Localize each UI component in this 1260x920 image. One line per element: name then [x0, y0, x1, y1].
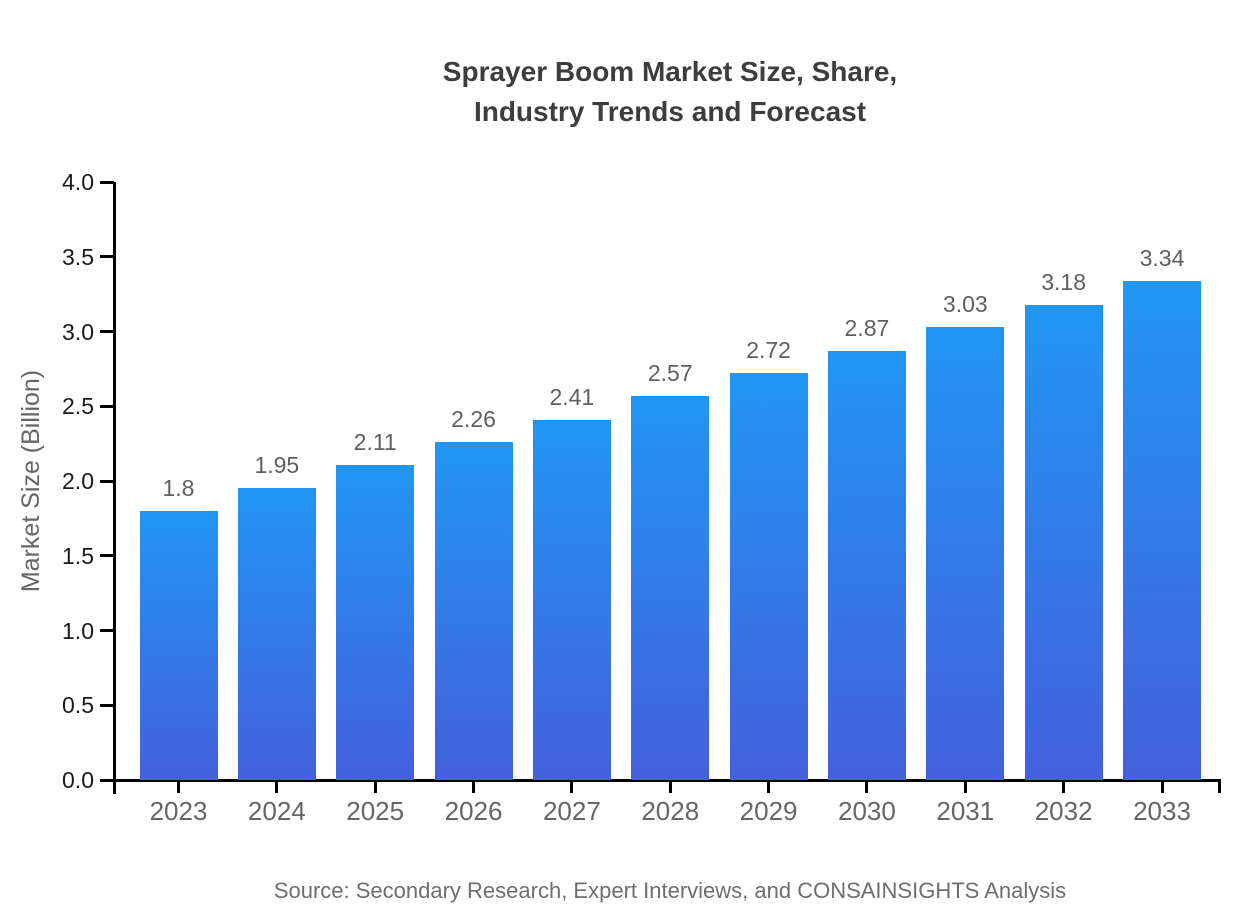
bar-2033	[1123, 280, 1201, 780]
bar-2031	[926, 327, 1005, 780]
x-tick-mark	[570, 780, 574, 793]
y-tick-mark	[100, 778, 114, 782]
y-tick-label: 1.0	[62, 617, 94, 644]
bar-value-label: 1.8	[162, 474, 195, 501]
x-tick-label: 2024	[247, 796, 306, 826]
y-tick-label: 3.5	[62, 243, 94, 270]
y-axis-title: Market Size (Billion)	[17, 369, 45, 593]
x-axis-end-tick	[1218, 780, 1221, 793]
x-tick-mark	[1160, 780, 1164, 793]
bar-value-label: 3.18	[1041, 268, 1087, 295]
x-tick-mark	[1062, 780, 1066, 793]
bar-2025	[336, 464, 415, 780]
bar-value-label: 2.87	[844, 314, 890, 341]
y-tick-mark	[100, 479, 114, 483]
x-tick-mark	[472, 780, 476, 793]
bar-value-label: 3.03	[942, 291, 988, 317]
x-tick-label: 2026	[444, 796, 503, 826]
y-axis-line	[112, 182, 116, 794]
bar-2029	[729, 373, 808, 780]
x-tick-label: 2025	[346, 796, 405, 826]
y-tick-label: 1.5	[62, 542, 94, 569]
chart-title: Sprayer Boom Market Size, Share, Industr…	[442, 56, 898, 127]
y-tick-mark	[100, 629, 114, 632]
y-tick-label: 3.0	[62, 318, 94, 345]
bar-2026	[434, 442, 513, 780]
x-tick-label: 2032	[1034, 796, 1093, 826]
x-tick-label: 2033	[1133, 796, 1191, 826]
x-tick-mark	[177, 780, 180, 793]
y-tick-label: 2.5	[62, 393, 94, 420]
y-tick-mark	[100, 180, 114, 184]
bar-value-label: 2.11	[353, 428, 397, 455]
x-tick-label: 2028	[641, 796, 700, 826]
bar-2023	[139, 510, 218, 780]
x-tick-label: 2029	[739, 796, 798, 826]
bar-2030	[827, 350, 906, 780]
x-tick-mark	[963, 780, 967, 793]
y-tick-mark	[100, 703, 114, 707]
source-note: Source: Secondary Research, Expert Inter…	[273, 878, 1067, 903]
x-tick-label: 2031	[936, 796, 995, 826]
bar-value-label: 2.57	[647, 359, 693, 386]
y-tick-mark	[100, 255, 114, 259]
x-tick-mark	[373, 780, 377, 793]
x-tick-mark	[668, 780, 672, 793]
bar-value-label: 2.26	[451, 406, 496, 433]
y-tick-label: 2.0	[62, 468, 94, 494]
y-tick-label: 4.0	[62, 169, 94, 195]
x-tick-mark	[865, 780, 869, 793]
bar-value-label: 2.41	[549, 383, 595, 410]
y-tick-label: 0.0	[62, 767, 94, 793]
bar-2032	[1024, 304, 1103, 780]
bar-value-label: 1.95	[254, 452, 300, 479]
bar-value-label: 2.72	[746, 337, 791, 364]
x-tick-mark	[767, 780, 771, 793]
bar-2027	[532, 419, 611, 780]
y-tick-label: 0.5	[62, 692, 94, 719]
bar-value-label: 3.34	[1139, 244, 1185, 271]
x-tick-mark	[275, 780, 279, 793]
bar-2024	[237, 488, 316, 780]
bar-2028	[631, 395, 710, 780]
y-tick-mark	[100, 554, 114, 558]
y-tick-mark	[100, 330, 114, 333]
x-tick-label: 2030	[838, 796, 896, 826]
x-tick-label: 2027	[542, 796, 601, 826]
y-tick-mark	[100, 404, 114, 408]
x-tick-label: 2023	[149, 796, 208, 826]
x-axis-line	[106, 778, 1221, 782]
